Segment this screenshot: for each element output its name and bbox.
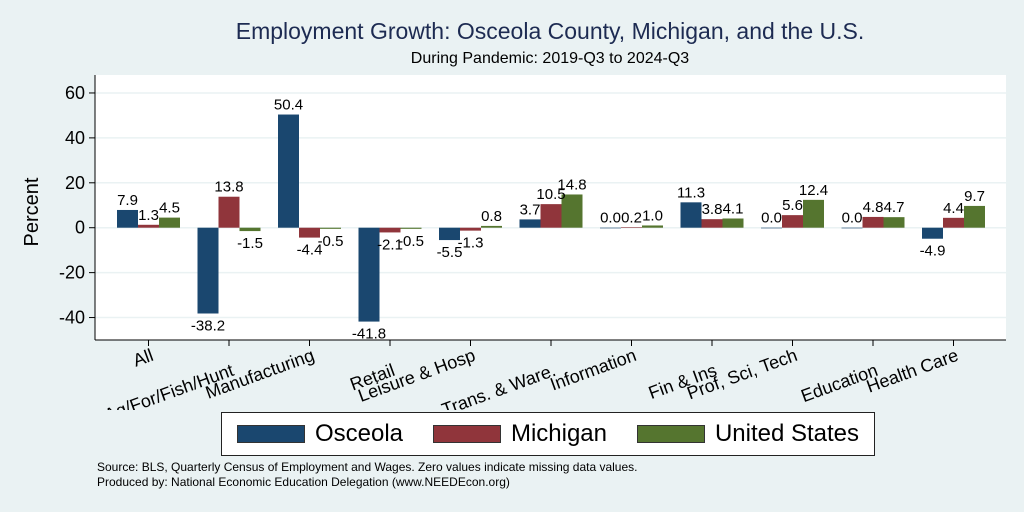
legend-swatch-michigan [432,425,501,443]
data-label: 1.3 [138,207,159,224]
bar [540,204,562,228]
bar [320,227,341,229]
bar [922,227,943,239]
data-label: -4.4 [297,242,323,259]
data-label: 12.4 [799,182,828,199]
data-label: 13.8 [214,179,243,196]
source-note: Source: BLS, Quarterly Census of Employm… [97,460,638,474]
data-label: -41.8 [352,326,386,343]
bar [239,227,261,232]
bar [278,114,299,228]
data-label: -5.5 [437,244,463,261]
bar [481,225,502,228]
bar [680,202,702,228]
y-tick-label: -20 [59,263,85,283]
data-label: 5.6 [782,197,803,214]
bar [561,194,583,228]
data-label: 7.9 [117,192,138,209]
bar [159,217,180,228]
data-label: 10.5 [536,186,565,203]
legend-swatch-united-states [636,425,705,443]
bar [400,227,422,229]
bar [782,215,803,228]
y-tick-label: -40 [59,308,85,328]
bar [519,219,541,228]
bar [841,227,863,229]
footnotes: Source: BLS, Quarterly Census of Employm… [97,460,637,490]
legend-swatch-osceola [236,425,305,443]
y-tick-label: 20 [65,173,85,193]
data-label: -1.5 [237,235,263,252]
data-label: 3.8 [702,201,723,218]
chart-plot: 7.91.3 4.5-38.213.8-1.550.4-4.4-0.5-41.8-… [21,75,1006,410]
bar [600,227,621,229]
x-tick-label: Information [547,345,638,395]
legend-item-united-states: United States [636,420,860,448]
chart-title: Employment Growth: Osceola County, Michi… [235,18,865,44]
bar [358,227,380,322]
data-label: -38.2 [191,318,225,335]
data-label: -4.9 [920,243,946,260]
bar [218,196,240,228]
legend-label-osceola: Osceola [314,420,404,447]
bars [117,114,985,322]
data-label: 0.0 [600,210,621,227]
legend-item-michigan: Michigan [432,420,607,448]
bar [460,227,481,231]
data-label: 14.8 [557,176,586,193]
bar [862,216,884,228]
x-tick-label: All [130,345,156,371]
legend: Osceola Michigan United States [221,412,875,456]
data-label: 3.7 [520,201,541,218]
data-label: 0.0 [842,210,863,227]
x-tick-label: Health Care [864,345,961,397]
bar [722,218,744,228]
data-label: -1.3 [458,235,484,252]
data-label: -2.1 [377,236,403,253]
bar [439,227,460,241]
legend-item-osceola: Osceola [236,420,404,448]
bar [803,199,824,228]
data-label: 50.4 [274,97,303,114]
bar [299,227,320,238]
y-tick-label: 0 [75,218,85,238]
data-label: 4.7 [884,199,905,216]
data-label: 4.8 [863,199,884,216]
bar [943,217,964,228]
bar [117,209,138,228]
data-label: -0.5 [398,233,424,250]
data-label: -0.5 [318,233,344,250]
data-label: 0.0 [761,210,782,227]
legend-label-united-states: United States [714,420,860,447]
y-ticks: -40 -20 0 20 40 60 [59,83,95,328]
produced-note: Produced by: National Economic Education… [97,475,510,489]
y-axis-label: Percent [21,177,43,246]
bar [621,227,642,228]
data-labels: 7.91.3 4.5-38.213.8-1.550.4-4.4-0.5-41.8-… [117,97,985,343]
chart-subtitle: During Pandemic: 2019-Q3 to 2024-Q3 [410,50,690,67]
legend-label-michigan: Michigan [510,420,607,447]
data-label: 9.7 [964,188,985,205]
data-label: 4.1 [723,201,744,218]
y-tick-label: 60 [65,83,85,103]
bar [701,219,723,228]
y-tick-label: 40 [65,128,85,148]
bar [761,227,782,229]
data-label: 0.8 [481,208,502,225]
data-label: 0.2 [621,209,642,226]
data-label: 1.0 [642,207,663,224]
bar [642,225,663,228]
bar [379,227,401,233]
bar [197,227,219,314]
data-label: 4.5 [159,200,180,217]
bar [883,217,905,228]
bar [138,224,159,228]
bar [964,205,985,228]
data-label: 4.4 [943,200,964,217]
data-label: 11.3 [677,184,705,201]
